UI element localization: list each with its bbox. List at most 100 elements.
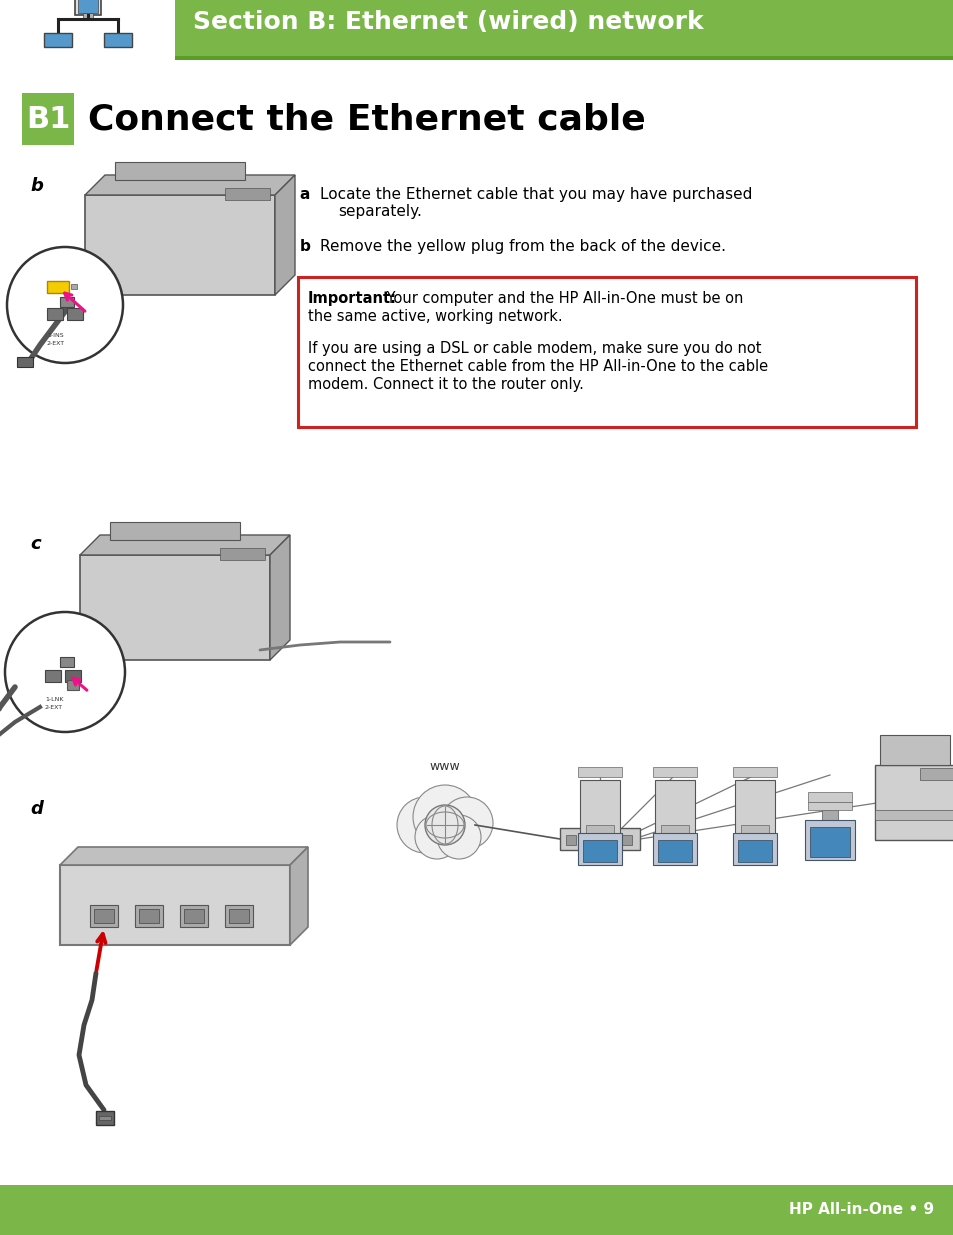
Bar (184, 909, 204, 923)
Bar (807, 792, 851, 802)
Text: Your computer and the HP All-in-One must be on: Your computer and the HP All-in-One must… (381, 291, 742, 306)
Bar (225, 905, 253, 927)
Text: c: c (299, 291, 319, 306)
Bar (220, 548, 265, 559)
Text: d: d (299, 343, 321, 358)
Text: Connect one end of the Ethernet cable to the Ethernet port on: Connect one end of the Ethernet cable to… (319, 291, 798, 306)
Text: If you are using a DSL or cable modem, make sure you do not: If you are using a DSL or cable modem, m… (308, 341, 760, 356)
Bar (740, 825, 768, 832)
Bar (60, 296, 74, 308)
Bar (660, 825, 688, 832)
Bar (874, 810, 953, 820)
Text: 1-INS: 1-INS (47, 333, 64, 338)
Bar (104, 32, 132, 47)
Circle shape (440, 797, 493, 848)
Text: a: a (299, 186, 320, 203)
Bar (738, 840, 771, 862)
Bar (652, 767, 697, 777)
Bar (0, 0, 953, 61)
Polygon shape (60, 847, 308, 864)
Text: www: www (429, 760, 460, 773)
Bar (607, 835, 618, 845)
Circle shape (396, 797, 453, 853)
Bar (139, 909, 159, 923)
Text: the back of the device.: the back of the device. (337, 308, 514, 324)
Bar (65, 671, 81, 682)
Bar (652, 832, 697, 864)
Text: 1-LNK: 1-LNK (45, 697, 64, 701)
Bar (90, 905, 118, 927)
Text: 2-EXT: 2-EXT (47, 341, 65, 346)
Bar (297, 277, 915, 427)
Bar (94, 909, 113, 923)
Bar (83, 12, 92, 17)
Circle shape (7, 247, 123, 363)
Bar (17, 357, 33, 367)
Bar (594, 835, 603, 845)
Text: Important:: Important: (308, 291, 396, 306)
Bar (578, 767, 621, 777)
Bar (22, 93, 74, 144)
Polygon shape (290, 847, 308, 945)
Bar (99, 1116, 111, 1120)
Bar (75, 0, 101, 15)
Bar (565, 835, 576, 845)
Bar (585, 825, 614, 832)
Circle shape (415, 815, 458, 860)
Bar (0, 0, 174, 61)
Bar (96, 1112, 113, 1125)
Bar (579, 835, 589, 845)
Text: connect the Ethernet cable from the HP All-in-One to the cable: connect the Ethernet cable from the HP A… (308, 359, 767, 374)
Bar (180, 905, 208, 927)
Bar (115, 162, 245, 180)
Bar (809, 827, 849, 857)
Bar (80, 555, 270, 659)
Bar (919, 768, 953, 781)
Bar (229, 909, 249, 923)
Text: Connect the Ethernet cable: Connect the Ethernet cable (88, 103, 645, 136)
Polygon shape (85, 175, 294, 195)
Bar (734, 781, 774, 850)
Bar (655, 781, 695, 850)
Bar (660, 837, 688, 845)
Text: the same active, working network.: the same active, working network. (308, 309, 562, 324)
Text: Locate the Ethernet cable that you may have purchased: Locate the Ethernet cable that you may h… (319, 186, 752, 203)
Text: B1: B1 (26, 105, 71, 133)
Polygon shape (274, 175, 294, 295)
Text: modem. Connect it to the router only.: modem. Connect it to the router only. (308, 377, 583, 391)
Circle shape (424, 805, 464, 845)
Bar (821, 810, 837, 820)
Bar (60, 864, 290, 945)
Circle shape (413, 785, 476, 848)
Bar (732, 832, 776, 864)
Bar (67, 680, 79, 690)
Bar (71, 284, 77, 289)
Bar (579, 781, 619, 850)
Text: Remove the yellow plug from the back of the device.: Remove the yellow plug from the back of … (319, 240, 725, 254)
Bar (60, 657, 74, 667)
Bar (45, 671, 61, 682)
Bar (47, 308, 63, 320)
Bar (578, 832, 621, 864)
Text: separately.: separately. (337, 204, 421, 219)
Text: 2-EXT: 2-EXT (45, 705, 63, 710)
Bar (44, 32, 71, 47)
Bar (658, 840, 691, 862)
Text: b: b (299, 240, 321, 254)
Bar (874, 764, 953, 840)
Bar (559, 827, 639, 850)
Bar (47, 282, 69, 293)
Bar (135, 905, 163, 927)
Text: d: d (30, 800, 43, 818)
Text: HP All-in-One • 9: HP All-in-One • 9 (788, 1203, 933, 1218)
Text: c: c (30, 535, 41, 553)
Bar (582, 840, 617, 862)
Bar (740, 837, 768, 845)
Bar (585, 837, 614, 845)
Text: Connect the other end of the Ethernet cable to the router.: Connect the other end of the Ethernet ca… (319, 343, 764, 358)
Bar (807, 802, 851, 810)
Polygon shape (270, 535, 290, 659)
Bar (110, 522, 240, 540)
Circle shape (436, 815, 480, 860)
Bar (621, 835, 631, 845)
